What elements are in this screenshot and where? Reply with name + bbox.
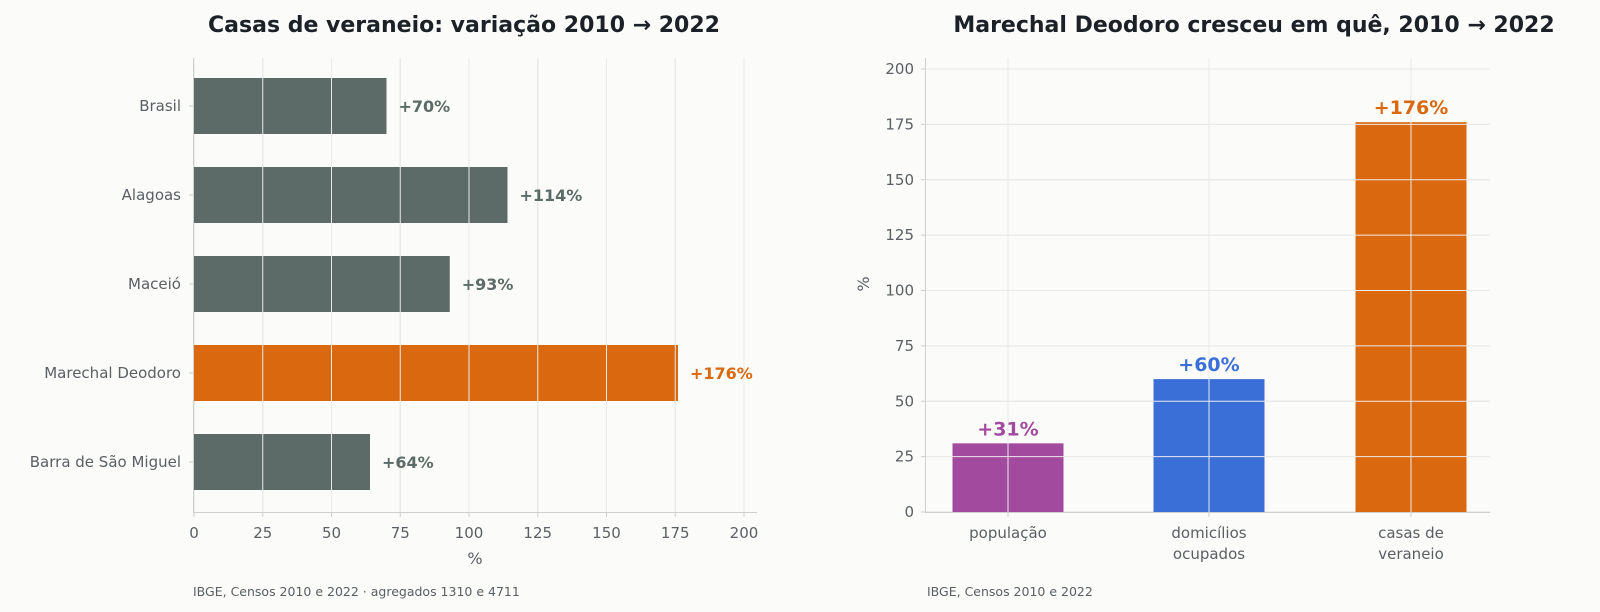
left-x-tick-label: 175 <box>661 524 690 542</box>
right-category-label: casas de <box>1378 524 1444 542</box>
left-x-tick-label: 0 <box>189 524 199 542</box>
left-category-labels: Brasil Alagoas Maceió Marechal Deodoro Barra… <box>30 97 194 471</box>
right-chart-title: Marechal Deodoro cresceu em quê, 2010 → … <box>953 13 1554 38</box>
left-chart: Casas de veraneio: variação 2010 → 2022 … <box>30 13 759 599</box>
left-value-label: +70% <box>399 97 451 116</box>
left-x-tick-label: 125 <box>523 524 552 542</box>
right-chart: Marechal Deodoro cresceu em quê, 2010 → … <box>854 13 1555 599</box>
right-y-tick-label: 175 <box>885 115 914 133</box>
left-x-tick-label: 150 <box>592 524 621 542</box>
right-gridlines-overlay <box>926 58 1490 512</box>
right-y-tick-label: 75 <box>895 337 914 355</box>
left-gridlines-overlay <box>262 58 745 512</box>
left-value-labels: +70% +114% +93% +176% +64% <box>382 97 753 472</box>
left-bar <box>194 434 370 490</box>
right-category-label: população <box>969 524 1047 542</box>
left-value-label: +93% <box>462 275 514 294</box>
right-y-tick-label: 100 <box>885 282 914 300</box>
left-x-tick-label: 50 <box>322 524 341 542</box>
right-y-tick-label: 150 <box>885 171 914 189</box>
right-category-label: ocupados <box>1173 545 1245 563</box>
left-category-label: Barra de São Miguel <box>30 453 181 471</box>
right-y-tick-label: 125 <box>885 226 914 244</box>
left-x-axis-label: % <box>467 549 482 568</box>
right-value-labels: +31% +60% +176% <box>977 97 1448 440</box>
left-value-label: +114% <box>520 186 583 205</box>
left-x-ticks: 0 25 50 75 100 125 150 175 200 <box>189 512 758 542</box>
right-y-tick-label: 25 <box>895 448 914 466</box>
left-chart-title: Casas de veraneio: variação 2010 → 2022 <box>208 13 720 38</box>
left-category-label: Marechal Deodoro <box>44 364 181 382</box>
left-bar <box>194 78 387 134</box>
right-y-tick-label: 0 <box>904 503 914 521</box>
left-category-label: Alagoas <box>122 186 182 204</box>
right-y-ticks: 0 25 50 75 100 125 150 175 200 <box>885 60 926 521</box>
right-y-tick-label: 200 <box>885 60 914 78</box>
right-value-label: +176% <box>1374 97 1449 119</box>
left-value-label: +176% <box>690 364 753 383</box>
left-x-tick-label: 25 <box>253 524 272 542</box>
left-x-tick-label: 100 <box>455 524 484 542</box>
left-bars <box>194 78 678 490</box>
left-x-tick-label: 200 <box>730 524 759 542</box>
left-x-tick-label: 75 <box>391 524 410 542</box>
left-bar <box>194 167 508 223</box>
left-category-label: Maceió <box>128 275 181 293</box>
right-value-label: +31% <box>977 418 1038 440</box>
right-y-axis-label: % <box>854 276 873 291</box>
right-category-labels: população domicílios ocupados casas de veran… <box>969 512 1444 563</box>
left-category-label: Brasil <box>139 97 181 115</box>
right-category-label: domicílios <box>1171 524 1246 542</box>
right-y-tick-label: 50 <box>895 392 914 410</box>
right-value-label: +60% <box>1178 354 1239 376</box>
right-category-label: veraneio <box>1378 545 1444 563</box>
left-value-label: +64% <box>382 453 434 472</box>
right-source-note: IBGE, Censos 2010 e 2022 <box>927 584 1093 599</box>
left-source-note: IBGE, Censos 2010 e 2022 · agregados 131… <box>193 584 520 599</box>
left-bar <box>194 256 450 312</box>
left-bar <box>194 345 678 401</box>
